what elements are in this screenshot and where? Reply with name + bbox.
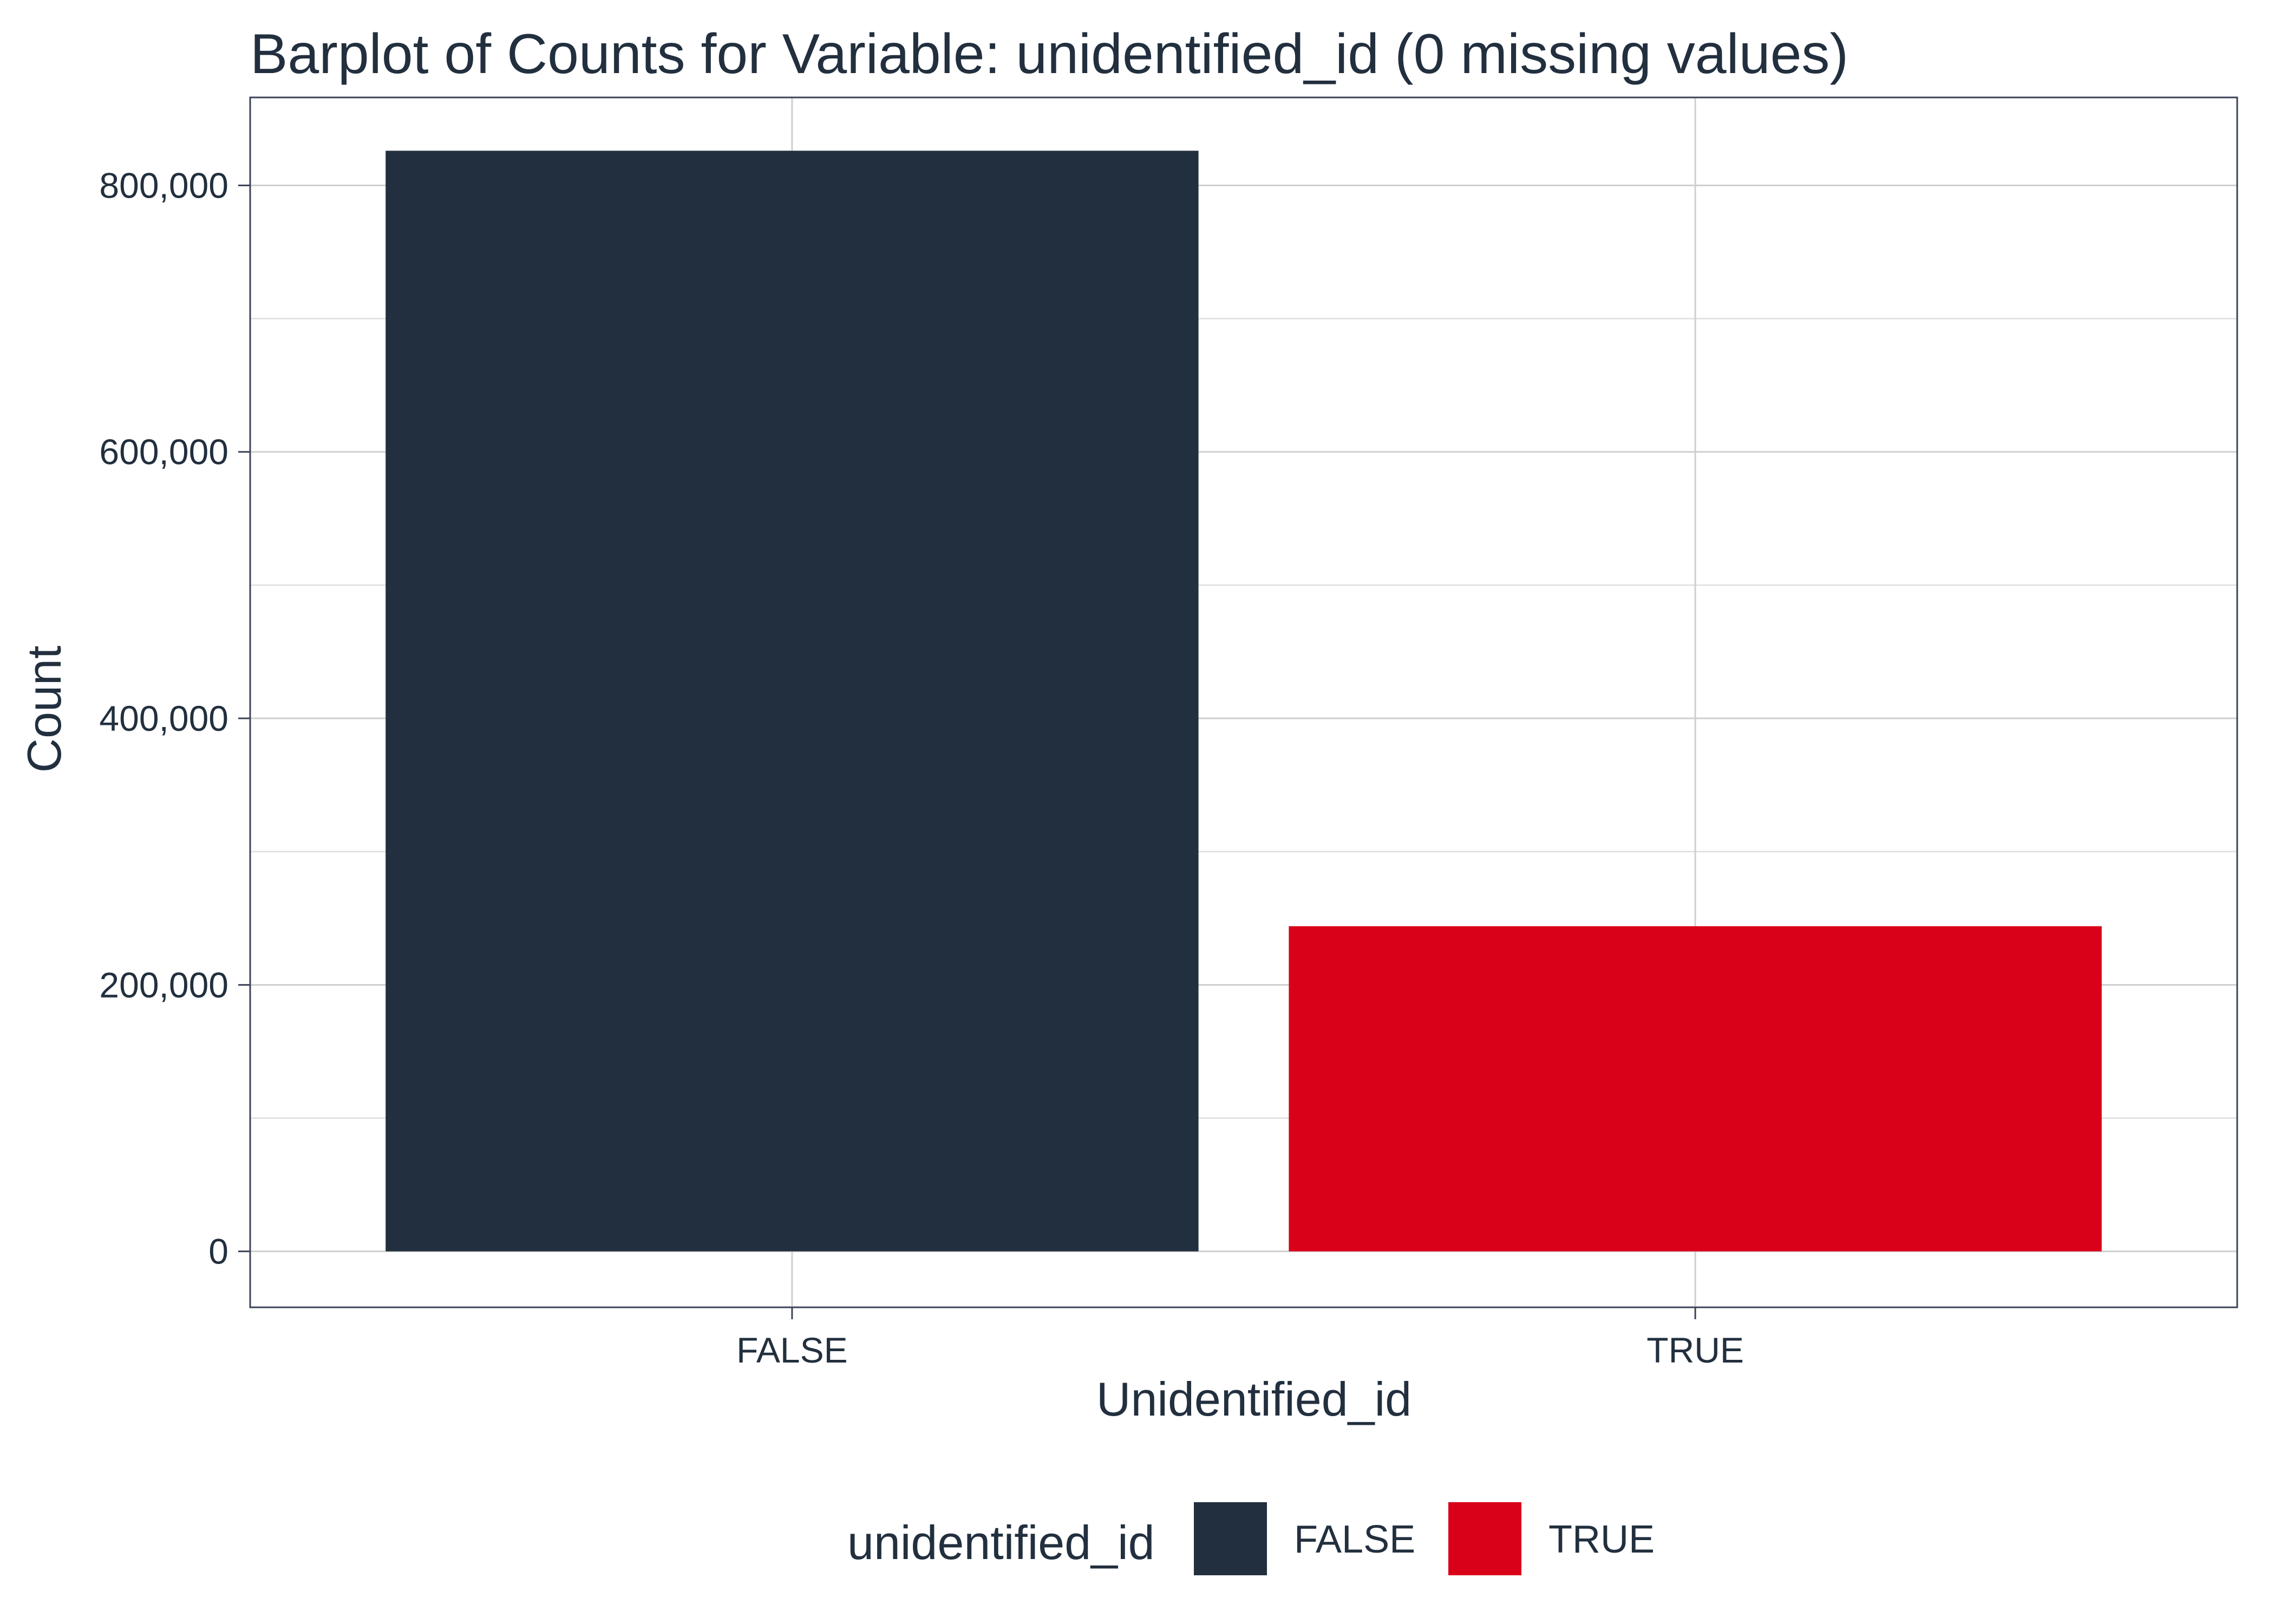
y-axis-ticks: 0 200,000 400,000 600,000 800,000 [99,165,250,1272]
chart-title: Barplot of Counts for Variable: unidenti… [250,23,1848,86]
x-tick-label: TRUE [1646,1330,1744,1370]
y-tick-label: 800,000 [99,165,228,205]
legend-swatch-false [1194,1502,1267,1575]
y-axis-title: Count [17,646,71,773]
legend: unidentified_id FALSE TRUE [847,1502,1655,1575]
bars [385,150,2102,1252]
legend-items: FALSE TRUE [1194,1502,1655,1575]
legend-swatch-true [1448,1502,1521,1575]
bar-false [385,150,1199,1252]
y-tick-label: 200,000 [99,965,228,1005]
y-tick-label: 600,000 [99,432,228,472]
x-tick-label: FALSE [736,1330,847,1370]
y-tick-label: 400,000 [99,698,228,738]
legend-label-false: FALSE [1294,1518,1415,1561]
x-axis-ticks: FALSE TRUE [736,1307,1744,1370]
y-tick-label: 0 [208,1232,228,1272]
legend-title: unidentified_id [847,1516,1155,1569]
plot-panel [249,96,2238,1308]
x-axis-title: Unidentified_id [1096,1372,1412,1426]
bar-true [1289,926,2102,1252]
legend-label-true: TRUE [1548,1518,1655,1561]
